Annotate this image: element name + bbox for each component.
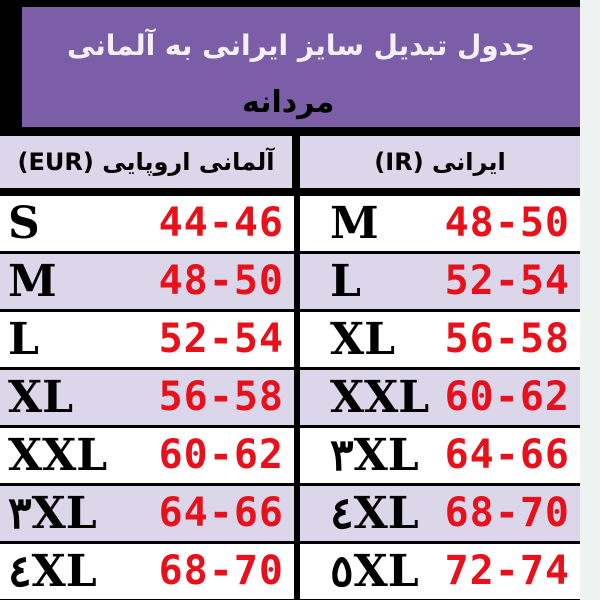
ir-cell: ٤XL 68-70 (300, 486, 580, 541)
ir-range: 60-62 (444, 374, 570, 420)
table-row: XXL 60-62 ٣XL 64-66 (0, 428, 580, 483)
eur-size: XL (8, 372, 74, 423)
ir-size: ٤XL (330, 488, 419, 539)
ir-cell: ٣XL 64-66 (300, 428, 580, 483)
ir-range: 48-50 (444, 200, 570, 246)
ir-cell: ٥XL 72-74 (300, 544, 580, 599)
header-ir: ایرانی (IR) (300, 136, 580, 188)
ir-cell: XXL 60-62 (300, 370, 580, 425)
table-row: S 44-46 M 48-50 (0, 196, 580, 251)
ir-size: L (330, 256, 361, 307)
eur-cell: ٤XL 68-70 (0, 544, 294, 599)
eur-size: ٣XL (8, 488, 97, 539)
eur-cell: ٣XL 64-66 (0, 486, 294, 541)
eur-size: XXL (8, 430, 108, 481)
ir-size: ٥XL (330, 546, 419, 597)
eur-cell: S 44-46 (0, 196, 294, 251)
chart-title: جدول تبدیل سایز ایرانی به آلمانی (66, 29, 536, 62)
table-row: ٣XL 64-66 ٤XL 68-70 (0, 486, 580, 541)
chart-subtitle: مردانه (242, 85, 335, 120)
eur-range: 44-46 (158, 200, 284, 246)
ir-size: M (330, 198, 379, 249)
eur-range: 52-54 (158, 316, 284, 362)
ir-size: ٣XL (330, 430, 419, 481)
table-row: L 52-54 XL 56-58 (0, 312, 580, 367)
right-margin (580, 0, 600, 600)
eur-range: 60-62 (158, 432, 284, 478)
eur-range: 64-66 (158, 490, 284, 536)
eur-size: S (8, 198, 40, 249)
eur-cell: M 48-50 (0, 254, 294, 309)
ir-cell: M 48-50 (300, 196, 580, 251)
ir-range: 52-54 (444, 258, 570, 304)
eur-size: L (8, 314, 39, 365)
eur-range: 48-50 (158, 258, 284, 304)
ir-size: XL (330, 314, 396, 365)
eur-cell: XXL 60-62 (0, 428, 294, 483)
title-banner: جدول تبدیل سایز ایرانی به آلمانی مردانه (22, 7, 580, 127)
eur-cell: XL 56-58 (0, 370, 294, 425)
header-eur: آلمانی اروپایی (EUR) (0, 136, 292, 188)
table-row: M 48-50 L 52-54 (0, 254, 580, 309)
ir-range: 68-70 (444, 490, 570, 536)
ir-range: 64-66 (444, 432, 570, 478)
eur-range: 56-58 (158, 374, 284, 420)
ir-range: 72-74 (444, 548, 570, 594)
ir-size: XXL (330, 372, 430, 423)
table-row: ٤XL 68-70 ٥XL 72-74 (0, 544, 580, 599)
ir-cell: L 52-54 (300, 254, 580, 309)
eur-cell: L 52-54 (0, 312, 294, 367)
eur-size: M (8, 256, 57, 307)
table-row: XL 56-58 XXL 60-62 (0, 370, 580, 425)
eur-range: 68-70 (158, 548, 284, 594)
size-chart: جدول تبدیل سایز ایرانی به آلمانی مردانه … (0, 0, 580, 600)
ir-range: 56-58 (444, 316, 570, 362)
eur-size: ٤XL (8, 546, 97, 597)
ir-cell: XL 56-58 (300, 312, 580, 367)
